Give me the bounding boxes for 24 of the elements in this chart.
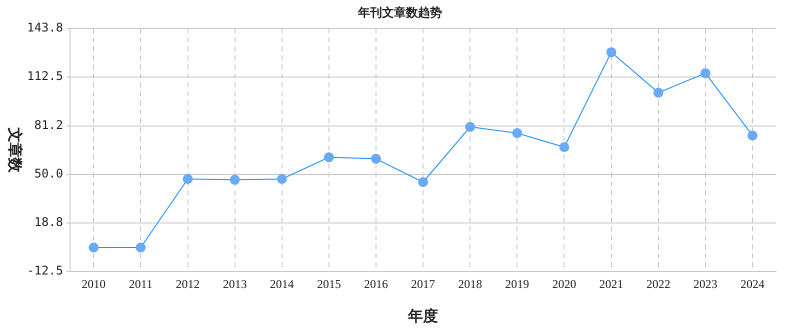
x-tick-label: 2010 [82,276,106,291]
y-tick-label: 143.8 [27,20,64,35]
x-tick-label: 2023 [693,276,718,291]
x-tick-label: 2014 [270,276,294,291]
x-tick-label: 2024 [740,276,764,291]
x-tick-label: 2015 [316,276,341,291]
x-tick-label: 2011 [128,276,152,291]
x-tick-label: 2020 [552,276,576,291]
y-axis-title: 文章数 [6,126,24,174]
x-tick-label: 2021 [599,276,624,291]
x-tick-label: 2016 [364,276,388,291]
chart-title: 年刊文章数趋势 [357,5,442,20]
x-tick-label: 2022 [646,276,670,291]
y-tick-label: 18.8 [34,215,64,230]
y-tick-label: 112.5 [27,69,64,84]
y-tick-label: -12.5 [27,264,64,278]
x-axis-title: 年度 [407,306,438,325]
x-tick-label: 2017 [411,276,436,291]
y-tick-label: 50.0 [34,166,64,180]
x-tick-label: 2013 [222,276,247,291]
x-tick-label: 2018 [458,276,482,291]
y-tick-label: 81.2 [34,118,64,132]
x-tick-label: 2019 [505,276,530,291]
x-tick-label: 2012 [176,276,200,291]
